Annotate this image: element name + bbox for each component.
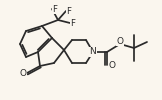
Text: O: O <box>19 68 27 78</box>
Text: O: O <box>109 60 116 70</box>
Text: F: F <box>52 4 58 14</box>
Text: F: F <box>70 18 75 28</box>
Text: O: O <box>116 36 123 46</box>
Text: N: N <box>90 48 96 56</box>
Text: F: F <box>66 6 71 16</box>
